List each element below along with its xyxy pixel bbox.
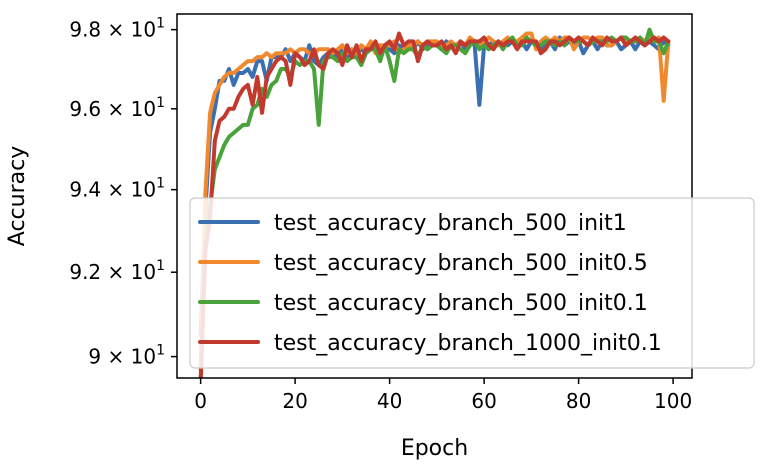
y-tick-label: 9 × 101 [88,343,165,369]
plot-frame [176,13,693,379]
ticks-layer: 0 20 40 60 80 100 9 × 101 9.2 × 101 9.4 × 101 9.6… [69,16,692,413]
x-tick-label: 40 [377,389,402,413]
y-tick-label: 9.6 × 101 [69,95,165,121]
legend-box [189,197,755,369]
x-tick-label: 0 [194,389,207,413]
y-tick-label: 9.2 × 101 [69,258,165,284]
legend-label-2: test_accuracy_branch_500_init0.5 [274,251,648,276]
y-axis-label: Accuracy [5,146,30,246]
legend-label-3: test_accuracy_branch_500_init0.1 [274,291,648,316]
y-tick-label: 9.4 × 101 [69,176,165,202]
series-line-4 [198,31,671,378]
y-tick-label: 9.8 × 101 [69,16,165,42]
legend-label-1: test_accuracy_branch_500_init1 [274,211,627,236]
legend: test_accuracy_branch_500_init1 test_accur… [189,197,755,369]
x-axis-label: Epoch [401,436,468,461]
x-tick-label: 20 [282,389,307,413]
x-tick-label: 60 [471,389,496,413]
legend-label-4: test_accuracy_branch_1000_init0.1 [274,331,662,356]
x-tick-label: 80 [566,389,591,413]
series-layer [198,27,671,378]
x-tick-label: 100 [654,389,692,413]
